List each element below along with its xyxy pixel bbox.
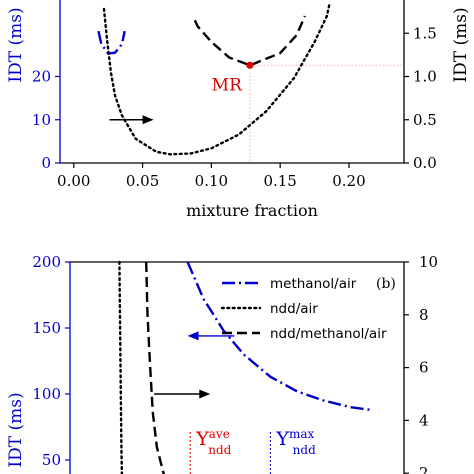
y-right-tick-label-b: 10 [419,253,438,271]
y-right-tick-label-b: 8 [419,306,429,324]
series-b-1 [118,260,124,474]
y-left-label-a: IDT (ms) [6,7,26,82]
legend-label-2: ndd/methanol/air [270,326,387,342]
y-left-label-b: IDT (ms) [6,392,26,467]
y-right-label-a: IDT (ms) [451,7,471,82]
mr-marker [246,61,254,69]
x-axis-label-a: mixture fraction [186,201,318,220]
x-tick-label-a: 0.20 [332,172,365,190]
y-left-tick-label-b: 50 [42,451,61,469]
x-tick-label-a: 0.05 [126,172,159,190]
x-tick-label-a: 0.10 [195,172,228,190]
y-left-tick-label-a: 20 [32,68,51,86]
x-tick-label-a: 0.15 [263,172,296,190]
y-left-tick-label-b: 200 [32,253,61,271]
panel-a: 0.00 0.05 0.10 0.15 0.20 0 10 20 0.0 0.5 1.0 1.5 mix… [6,0,471,220]
y-left-tick-label-b: 150 [32,319,61,337]
series-b-2 [145,261,166,474]
y-right-tick-label-a: 1.0 [413,68,437,86]
y-right-tick-label-a: 0.5 [413,111,437,129]
legend-label-0: methanol/air [270,276,357,292]
x-tick-label-a: 0.00 [57,172,90,190]
y-left-tick-label-a: 10 [32,111,51,129]
arrow-a [109,115,154,125]
series-a-1 [193,15,307,67]
y-right-tick-label-a: 0.0 [413,154,437,172]
y-right-tick-label-b: 6 [419,359,429,377]
y-right-tick-label-a: 1.5 [413,24,437,42]
y-right-tick-label-b: 4 [419,411,429,429]
marker-sup: ave [209,427,230,441]
legend-label-1: ndd/air [270,301,318,317]
arrow-b [187,331,235,341]
y-right-tick-label-b: 2 [419,464,429,474]
legend: methanol/air ndd/air ndd/methanol/air [220,276,387,342]
panel-label-b: (b) [376,276,396,292]
series-a-2 [102,1,331,156]
arrow-b [154,389,211,399]
marker-label-ave: Yave ndd [195,427,231,457]
arrow-head [187,331,199,341]
y-left-tick-label-a: 0 [41,154,51,172]
series-b-0 [186,261,371,411]
mr-label: MR [212,75,243,95]
marker-sub: ndd [293,443,316,457]
marker-sub: ndd [208,443,231,457]
marker-label-max: Ymax ndd [275,427,316,457]
series-a-0 [97,30,126,55]
marker-sup: max [289,427,315,441]
y-left-tick-label-b: 100 [32,385,61,403]
arrow-head [142,115,154,125]
arrow-head [199,389,211,399]
